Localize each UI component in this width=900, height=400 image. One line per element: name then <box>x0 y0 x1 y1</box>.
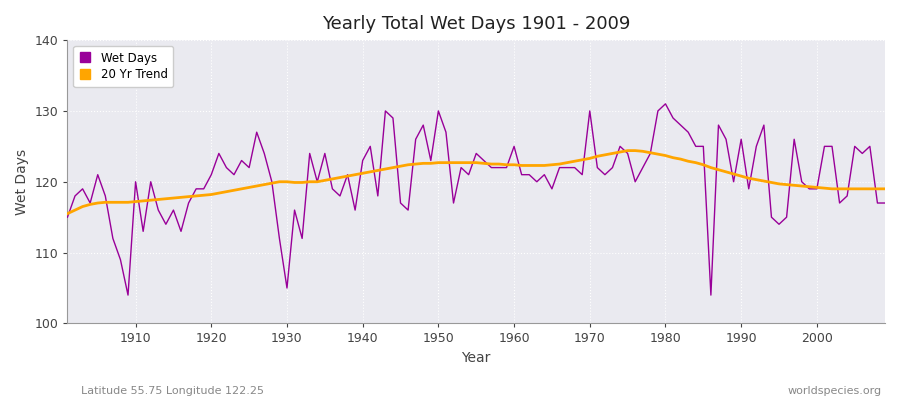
Title: Yearly Total Wet Days 1901 - 2009: Yearly Total Wet Days 1901 - 2009 <box>322 15 630 33</box>
Text: worldspecies.org: worldspecies.org <box>788 386 882 396</box>
Text: Latitude 55.75 Longitude 122.25: Latitude 55.75 Longitude 122.25 <box>81 386 264 396</box>
Legend: Wet Days, 20 Yr Trend: Wet Days, 20 Yr Trend <box>74 46 174 87</box>
Y-axis label: Wet Days: Wet Days <box>15 149 29 215</box>
X-axis label: Year: Year <box>462 351 490 365</box>
